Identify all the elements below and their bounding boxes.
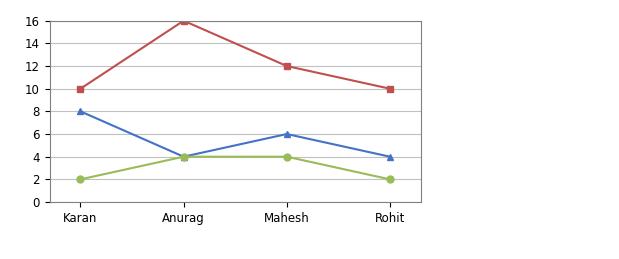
Rate (%) [180,19,188,22]
Time (years) [77,178,84,181]
Rate (%) [386,87,394,90]
Line: Time (years): Time (years) [77,153,394,183]
Sum (Rs.) (in 1000s) [386,155,394,158]
Rate (%) [283,64,290,68]
Rate (%) [77,87,84,90]
Time (years) [180,155,188,158]
Sum (Rs.) (in 1000s) [77,110,84,113]
Time (years) [386,178,394,181]
Sum (Rs.) (in 1000s) [180,155,188,158]
Sum (Rs.) (in 1000s) [283,132,290,136]
Time (years) [283,155,290,158]
Line: Sum (Rs.) (in 1000s): Sum (Rs.) (in 1000s) [77,108,394,160]
Line: Rate (%): Rate (%) [77,17,394,92]
